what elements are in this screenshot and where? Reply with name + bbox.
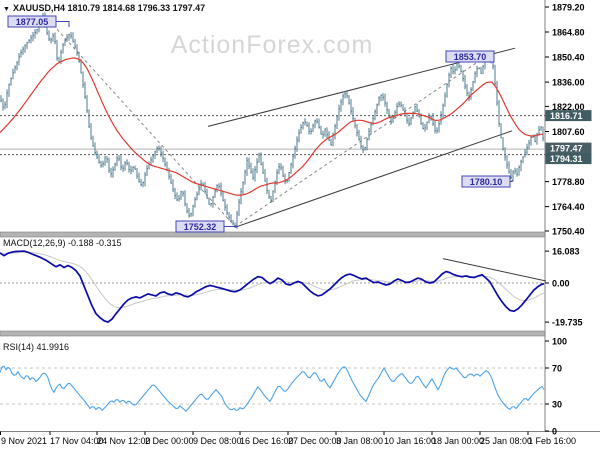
panel-divider[interactable]	[0, 231, 600, 238]
resistance-price-tag	[545, 110, 592, 122]
axis-tick-label: 1750.40	[552, 227, 585, 237]
swing-label-connector	[56, 21, 70, 27]
axis-tick-label: 0.00	[552, 279, 570, 289]
axis-tick-label: 1879.20	[552, 3, 585, 13]
axis-tick-label: 30	[552, 400, 562, 410]
time-tick-label: 9 Nov 2021	[1, 436, 47, 446]
macd-indicator-label: MACD(12,26,9) -0.188 -0.315	[3, 238, 122, 248]
time-tick-label: 16 Dec 16:00	[240, 436, 294, 446]
axis-tick-label: 100	[552, 337, 567, 347]
zigzag-trendline[interactable]	[44, 15, 236, 227]
axis-tick-label: -19.735	[552, 318, 583, 328]
time-tick-label: 10 Jan 16:00	[384, 436, 436, 446]
price-bars-series	[0, 12, 544, 229]
current-price-tag-label: 1797.47	[550, 144, 583, 154]
time-tick-label: 2 Dec 00:00	[145, 436, 194, 446]
resistance-price-tag-label: 1816.71	[550, 111, 583, 121]
panel-divider[interactable]	[0, 330, 600, 337]
swing-price-label: 1853.70	[454, 52, 487, 62]
chart-marker-icon[interactable]: ▼	[3, 6, 10, 13]
channel-trendline[interactable]	[234, 130, 513, 228]
macd-panel-canvas[interactable]	[0, 237, 545, 331]
rsi-indicator-label: RSI(14) 41.9916	[3, 342, 69, 352]
axis-tick-label: 1807.60	[552, 127, 585, 137]
time-tick-label: 9 Dec 08:00	[193, 436, 242, 446]
swing-price-label: 1877.05	[16, 17, 49, 27]
rsi-panel-canvas[interactable]	[0, 336, 545, 431]
axis-tick-label: 1836.00	[552, 78, 585, 88]
axes-layer: 1879.20 1864.80 1850.40 1836.00 1822.00 1807.…	[0, 3, 592, 446]
swing-price-label-box[interactable]	[461, 175, 511, 188]
time-tick-label: 1 Feb 16:00	[528, 436, 576, 446]
time-tick-label: 27 Dec 00:00	[288, 436, 342, 446]
swing-price-label-box[interactable]	[175, 220, 225, 233]
axis-tick-label: 1850.40	[552, 53, 585, 63]
axis-tick-label: 1864.80	[552, 28, 585, 38]
watermark: ActionForex.com	[171, 31, 374, 59]
moving-average-line	[0, 57, 543, 196]
time-tick-label: 3 Jan 08:00	[336, 436, 383, 446]
axis-tick-label: 1778.80	[552, 177, 585, 187]
time-tick-label: 17 Nov 04:00	[50, 436, 104, 446]
series-layer	[0, 12, 547, 412]
swing-label-connector	[224, 226, 238, 227]
swing-price-label: 1780.10	[470, 177, 503, 187]
axis-tick-label: 70	[552, 364, 562, 374]
time-tick-label: 18 Jan 00:00	[432, 436, 484, 446]
time-tick-label: 24 Nov 12:00	[97, 436, 151, 446]
swing-price-label-box[interactable]	[7, 15, 57, 28]
price-axis[interactable]	[545, 0, 600, 432]
support-price-tag-label: 1794.31	[550, 154, 583, 164]
swing-price-label: 1752.32	[184, 222, 217, 232]
macd-main-line	[0, 250, 545, 324]
axis-tick-label: 1764.40	[552, 202, 585, 212]
current-price-tag	[545, 142, 592, 154]
support-price-tag	[545, 153, 592, 165]
axis-tick-label: 0	[552, 427, 557, 437]
rsi-line	[0, 365, 545, 412]
ohlc-readout: XAUUSD,H4 1810.79 1814.68 1796.33 1797.4…	[13, 3, 205, 13]
overlays-layer: 1877.05 1853.70 1780.10 1752.32	[7, 15, 513, 233]
time-axis[interactable]	[0, 431, 600, 450]
axis-tick-label: 1822.00	[552, 102, 585, 112]
axis-tick-label: 16.083	[552, 247, 580, 257]
swing-label-connector	[510, 180, 513, 182]
time-tick-label: 25 Jan 08:00	[480, 436, 532, 446]
swing-price-label-box[interactable]	[445, 50, 495, 63]
macd-trendline[interactable]	[442, 258, 547, 282]
